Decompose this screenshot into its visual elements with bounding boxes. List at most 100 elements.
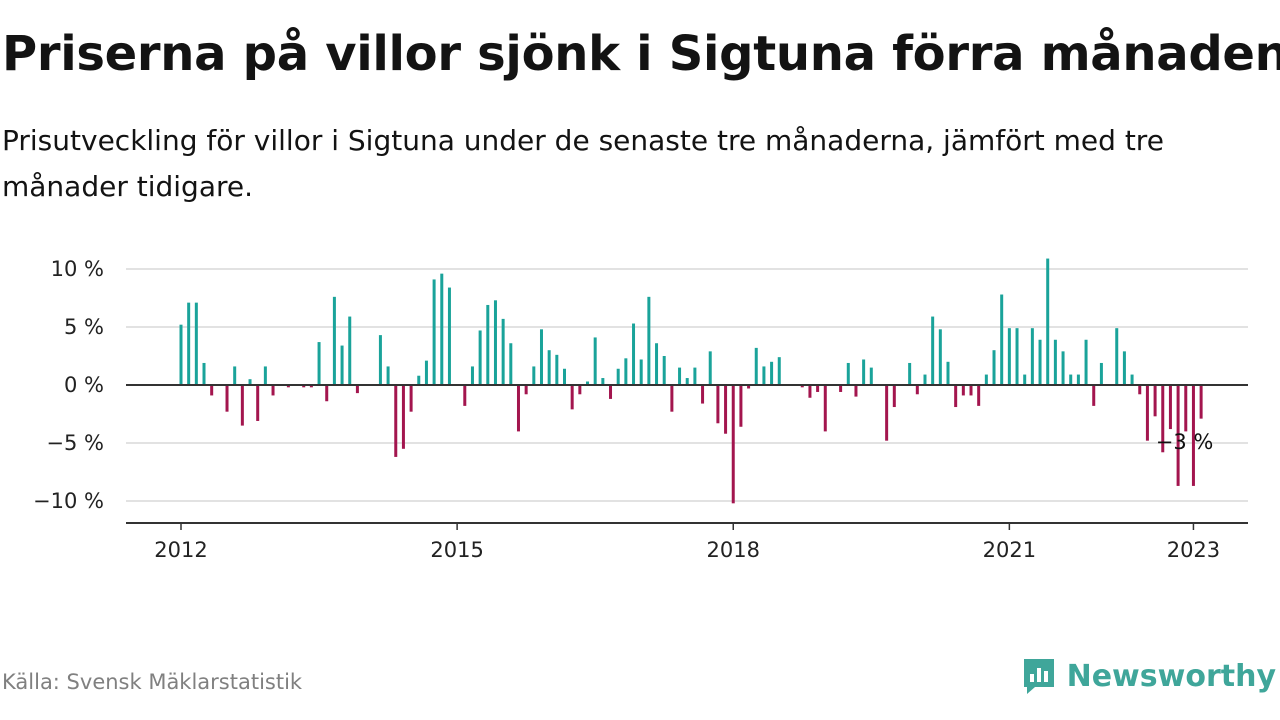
bar: [187, 302, 191, 385]
bar: [670, 385, 674, 412]
bar: [685, 378, 689, 385]
bar: [754, 347, 758, 385]
bar: [1115, 328, 1119, 385]
bar: [578, 385, 582, 395]
bar: [309, 385, 313, 388]
bar: [954, 385, 958, 408]
bar: [555, 354, 559, 385]
last-value-annotation: −3 %: [1156, 430, 1214, 454]
bar: [317, 342, 321, 385]
y-tick-label: 0 %: [64, 373, 104, 397]
bar: [1161, 385, 1165, 453]
chart-subtitle: Prisutveckling för villor i Sigtuna unde…: [2, 124, 1164, 203]
y-tick-label: −10 %: [33, 489, 104, 513]
bar: [938, 329, 942, 385]
bar: [1076, 374, 1080, 385]
bar: [478, 330, 482, 385]
bar: [325, 385, 329, 402]
bar: [194, 302, 198, 385]
bar: [563, 368, 566, 385]
bar: [263, 366, 267, 385]
bar: [1130, 374, 1134, 385]
bar: [355, 385, 359, 394]
bar: [386, 366, 390, 385]
bar: [724, 385, 728, 434]
bar: [470, 366, 474, 385]
bar: [808, 385, 812, 398]
bar: [593, 337, 597, 385]
y-axis-tick-labels: 10 % 5 % 0 % −5 % −10 %: [33, 257, 104, 513]
newsworthy-logo-icon: [1023, 659, 1054, 694]
x-axis-tick-labels: 2012 2015 2018 2021 2023: [154, 523, 1220, 562]
bar: [586, 381, 590, 385]
bar: [662, 356, 666, 385]
bar: [348, 316, 352, 385]
bar: [340, 345, 344, 385]
bar: [770, 361, 774, 385]
bar: [233, 366, 237, 385]
bar: [409, 385, 413, 412]
bar: [547, 350, 551, 385]
bar: [931, 316, 935, 385]
bar: [678, 367, 682, 385]
chart-title: Priserna på villor sjönk i Sigtuna förra…: [2, 26, 1280, 82]
bar: [1168, 385, 1172, 430]
bar: [447, 287, 451, 385]
bar: [655, 343, 659, 385]
bar: [647, 296, 651, 385]
bar: [516, 385, 520, 432]
bar: [747, 385, 751, 389]
bar: [493, 300, 497, 385]
bar: [1092, 385, 1096, 406]
bar: [432, 279, 436, 385]
brand-name: Newsworthy: [1066, 658, 1276, 694]
bar: [532, 366, 536, 385]
bar: [225, 385, 229, 412]
bar: [632, 323, 636, 385]
bar: [524, 385, 528, 395]
bar-series: [179, 258, 1203, 504]
bar: [992, 350, 996, 385]
bar: [639, 359, 643, 385]
bar: [401, 385, 405, 449]
bar: [846, 362, 850, 385]
bar: [501, 318, 505, 385]
bar: [248, 379, 252, 385]
bar: [701, 385, 705, 404]
y-tick-label: 10 %: [51, 257, 104, 281]
brand-logo-block[interactable]: Newsworthy: [1021, 654, 1276, 698]
bar: [1191, 385, 1195, 486]
bar: [1069, 374, 1073, 385]
bar: [946, 361, 950, 385]
bar: [210, 385, 214, 396]
bar: [839, 385, 843, 392]
bar: [1153, 385, 1157, 417]
bar: [1084, 339, 1088, 385]
bar: [417, 375, 421, 385]
bar: [609, 385, 613, 399]
bar: [854, 385, 858, 397]
bar: [708, 351, 712, 385]
bar: [1138, 385, 1142, 395]
bar: [777, 357, 781, 385]
bar: [1015, 328, 1019, 385]
bar: [885, 385, 889, 441]
x-axis: [126, 384, 1248, 524]
bar: [739, 385, 743, 427]
bar: [984, 374, 988, 385]
bar: [1000, 294, 1004, 385]
bar: [961, 385, 965, 396]
bar: [716, 385, 720, 424]
annotations: −3 %: [1156, 430, 1214, 454]
bar: [256, 385, 260, 421]
bar: [1176, 385, 1180, 486]
bar: [915, 385, 919, 395]
bar: [394, 385, 398, 457]
source-note: Källa: Svensk Mäklarstatistik: [2, 670, 303, 694]
bar: [1199, 385, 1203, 419]
bar: [463, 385, 467, 406]
x-tick-label: 2018: [707, 538, 760, 562]
bar: [271, 385, 275, 396]
bar: [302, 385, 306, 388]
bar: [1099, 362, 1103, 385]
